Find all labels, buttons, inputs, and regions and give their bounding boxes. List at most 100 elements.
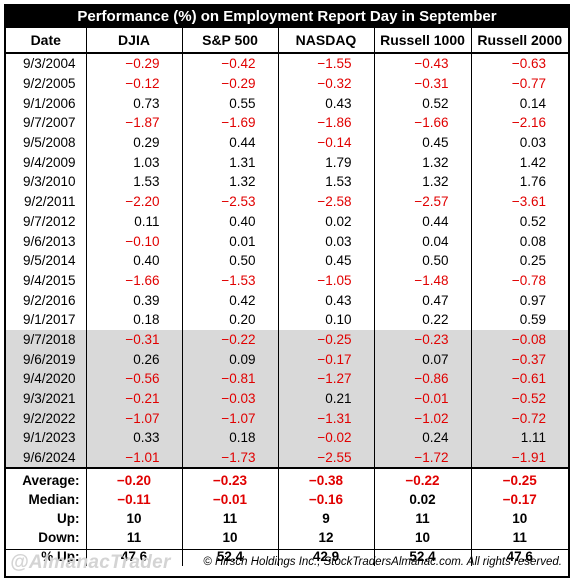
table-title: Performance (%) on Employment Report Day… <box>6 6 568 28</box>
watermark-handle: @AlmanacTrader <box>10 552 171 573</box>
table-row: 9/4/2015 −1.66 −1.53 −1.05 −1.48 −0.78 <box>6 270 568 291</box>
header-row: Date DJIA S&P 500 NASDAQ Russell 1000 Russell… <box>6 28 568 54</box>
value-cell: 0.97 <box>470 290 568 310</box>
value-cell: 0.39 <box>85 290 182 310</box>
date-cell: 9/2/2005 <box>22 76 76 92</box>
summary-label: Average: <box>6 467 86 491</box>
value-cell: 0.73 <box>85 93 182 114</box>
performance-table: Date DJIA S&P 500 NASDAQ Russell 1000 Russell… <box>6 28 568 567</box>
value-cell: 0.45 <box>373 132 471 153</box>
date-cell: 9/2/2016 <box>22 292 76 308</box>
value-cell: 0.50 <box>181 250 278 271</box>
date-cell: 9/3/2004 <box>22 56 76 72</box>
value-cell: 0.03 <box>470 132 568 153</box>
summary-value: 47.6 <box>470 547 568 567</box>
value-cell: −0.29 <box>85 53 182 74</box>
summary-label: Down: <box>38 530 80 546</box>
table-row: 9/2/2011 −2.20 −2.53 −2.58 −2.57 −3.61 <box>6 191 568 212</box>
value-cell: 0.29 <box>85 132 182 153</box>
value-cell: 0.59 <box>470 309 568 330</box>
value-cell: 1.53 <box>85 172 182 192</box>
summary-row: Median: −0.11 −0.01 −0.16 0.02 −0.17 <box>6 490 568 510</box>
value-cell: 1.42 <box>470 152 568 173</box>
value-cell: 0.14 <box>470 93 568 114</box>
date-cell: 9/7/2012 <box>22 213 76 229</box>
column-header: Russell 2000 <box>470 28 568 54</box>
summary-value: 52.4 <box>181 547 278 567</box>
value-cell: −1.55 <box>277 53 374 74</box>
table-row: 9/1/2023 0.33 0.18 −0.02 0.24 1.11 <box>6 428 568 448</box>
value-cell: 0.03 <box>277 231 374 251</box>
date-cell: 9/3/2010 <box>22 174 76 190</box>
value-cell: 0.22 <box>373 309 471 330</box>
value-cell: −2.58 <box>277 191 374 212</box>
value-cell: −0.31 <box>85 329 182 350</box>
date-cell: 9/3/2021 <box>6 388 86 409</box>
value-cell: −0.01 <box>373 388 471 409</box>
table-row: 9/3/2010 1.53 1.32 1.53 1.32 1.76 <box>6 172 568 192</box>
value-cell: −1.48 <box>373 270 471 291</box>
table-body: 9/3/2004 −0.29 −0.42 −1.55 −0.43 −0.63 9/2/200… <box>6 53 568 567</box>
value-cell: −0.10 <box>85 231 182 251</box>
summary-value: 10 <box>85 509 182 529</box>
value-cell: −1.27 <box>277 369 374 389</box>
summary-value: 11 <box>85 528 182 548</box>
summary-value: 11 <box>373 509 471 529</box>
value-cell: 1.32 <box>181 172 278 192</box>
value-cell: −1.53 <box>181 270 278 291</box>
value-cell: −1.05 <box>277 270 374 291</box>
summary-value: −0.38 <box>277 467 374 491</box>
value-cell: −2.16 <box>470 113 568 133</box>
value-cell: −0.25 <box>277 329 374 350</box>
value-cell: −0.56 <box>85 369 182 389</box>
column-header: DJIA <box>85 28 182 54</box>
date-cell: 9/2/2022 <box>6 408 86 429</box>
date-cell: 9/4/2009 <box>22 154 76 170</box>
value-cell: −1.02 <box>373 408 471 429</box>
summary-value: 10 <box>181 528 278 548</box>
value-cell: −0.31 <box>373 73 471 94</box>
table-row: 9/7/2007 −1.87 −1.69 −1.86 −1.66 −2.16 <box>6 113 568 133</box>
table-row: 9/4/2020 −0.56 −0.81 −1.27 −0.86 −0.61 <box>6 369 568 389</box>
value-cell: 1.31 <box>181 152 278 173</box>
value-cell: −0.14 <box>277 132 374 153</box>
value-cell: 1.53 <box>277 172 374 192</box>
summary-label: Median: <box>28 492 80 508</box>
summary-value: −0.16 <box>277 490 374 510</box>
value-cell: −2.57 <box>373 191 471 212</box>
summary-value: 10 <box>470 509 568 529</box>
summary-value: −0.01 <box>181 490 278 510</box>
summary-value: −0.17 <box>470 490 568 510</box>
value-cell: −1.86 <box>277 113 374 133</box>
value-cell: −0.21 <box>85 388 182 409</box>
summary-value: 12 <box>277 528 374 548</box>
table-row: 9/1/2017 0.18 0.20 0.10 0.22 0.59 <box>6 309 568 330</box>
value-cell: 0.08 <box>470 231 568 251</box>
value-cell: 0.40 <box>181 211 278 232</box>
value-cell: −0.81 <box>181 369 278 389</box>
copyright-text: © Hirsch Holdings Inc., StockTradersAlma… <box>203 556 562 568</box>
value-cell: −1.01 <box>85 447 182 469</box>
value-cell: 0.20 <box>181 309 278 330</box>
value-cell: 1.79 <box>277 152 374 173</box>
value-cell: 0.25 <box>470 250 568 271</box>
table-row: 9/3/2021 −0.21 −0.03 0.21 −0.01 −0.52 <box>6 388 568 409</box>
date-cell: 9/1/2017 <box>22 312 76 328</box>
value-cell: 0.43 <box>277 290 374 310</box>
value-cell: 1.32 <box>373 172 471 192</box>
value-cell: −0.52 <box>470 388 568 409</box>
value-cell: −2.55 <box>277 447 374 469</box>
table-row: 9/2/2022 −1.07 −1.07 −1.31 −1.02 −0.72 <box>6 408 568 429</box>
summary-value: 52.4 <box>373 547 471 567</box>
value-cell: 0.01 <box>181 231 278 251</box>
summary-value: 11 <box>470 528 568 548</box>
value-cell: −1.66 <box>373 113 471 133</box>
date-cell: 9/6/2019 <box>6 349 86 369</box>
value-cell: 0.24 <box>373 428 471 448</box>
chart-frame: Performance (%) on Employment Report Day… <box>4 4 570 578</box>
value-cell: −0.78 <box>470 270 568 291</box>
value-cell: 0.18 <box>181 428 278 448</box>
summary-row: Average: −0.20 −0.23 −0.38 −0.22 −0.25 <box>6 467 568 491</box>
summary-label: Up: <box>57 511 80 527</box>
value-cell: 0.50 <box>373 250 471 271</box>
